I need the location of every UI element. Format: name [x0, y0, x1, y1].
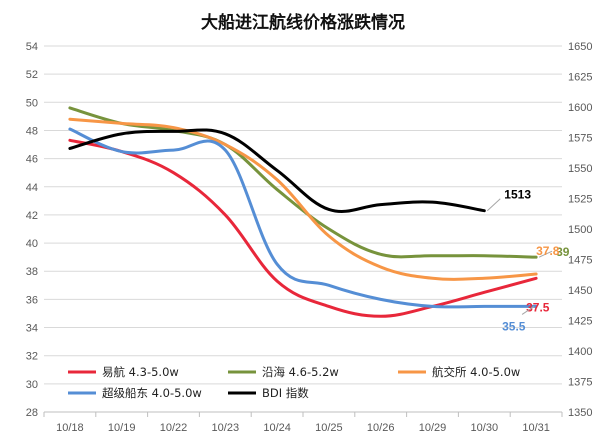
left-axis-tick-label: 48 — [26, 125, 38, 137]
right-axis-tick-label: 1650 — [568, 41, 592, 53]
left-axis-tick-label: 30 — [26, 379, 38, 391]
end-label-leader — [521, 306, 535, 315]
left-axis-tick-label: 44 — [26, 182, 38, 194]
x-axis-tick-label: 10/29 — [419, 422, 447, 434]
right-axis-tick-label: 1500 — [568, 224, 592, 236]
left-axis-tick-label: 54 — [26, 41, 38, 53]
legend-label: 易航 4.3-5.0w — [102, 365, 179, 379]
legend-label: 航交所 4.0-5.0w — [432, 365, 520, 379]
left-axis-tick-label: 28 — [26, 407, 38, 419]
end-label-leader — [538, 250, 553, 258]
series-end-label: 39 — [556, 245, 570, 259]
right-axis-tick-label: 1625 — [568, 72, 592, 84]
series-line — [68, 127, 538, 309]
right-axis-tick-label: 1525 — [568, 194, 592, 206]
left-axis-tick-label: 46 — [26, 154, 38, 166]
right-axis-tick-label: 1575 — [568, 133, 592, 145]
series-end-label: 37.5 — [526, 300, 550, 314]
gridlines — [44, 45, 562, 413]
series-lines — [68, 106, 538, 318]
series-end-label: 1513 — [504, 188, 531, 202]
right-axis-tick-label: 1350 — [568, 407, 592, 419]
left-axis-tick-label: 40 — [26, 238, 38, 250]
right-axis-tick-label: 1450 — [568, 285, 592, 297]
right-axis-tick-label: 1550 — [568, 163, 592, 175]
x-axis-tick-label: 10/25 — [315, 422, 343, 434]
left-axis-tick-label: 32 — [26, 351, 38, 363]
x-axis-tick-label: 10/23 — [212, 422, 240, 434]
legend: 易航 4.3-5.0w 沿海 4.6-5.2w 航交所 4.0-5.0w 超级船东 4… — [68, 365, 520, 400]
right-axis-tick-label: 1475 — [568, 255, 592, 267]
series-line — [68, 117, 538, 281]
legend-label: 沿海 4.6-5.2w — [262, 365, 339, 379]
end-label-leader — [486, 198, 501, 212]
axes: 28 30 32 34 36 38 40 42 44 46 48 50 52 54 1350 1375 1400… — [26, 41, 593, 434]
right-axis-tick-label: 1400 — [568, 346, 592, 358]
x-axis-tick-label: 10/26 — [367, 422, 395, 434]
x-axis-tick-label: 10/22 — [160, 422, 188, 434]
series-end-label: 37.8 — [536, 244, 560, 258]
left-axis-tick-label: 52 — [26, 69, 38, 81]
x-axis-tick-label: 10/19 — [108, 422, 136, 434]
right-axis-tick-label: 1425 — [568, 316, 592, 328]
series-line — [68, 138, 538, 318]
left-axis-tick-label: 38 — [26, 266, 38, 278]
x-axis-tick-label: 10/18 — [56, 422, 84, 434]
legend-label: 超级船东 4.0-5.0w — [102, 386, 202, 400]
x-axis-tick-label: 10/31 — [522, 422, 550, 434]
chart-title: 大船进江航线价格涨跌情况 — [201, 12, 405, 33]
right-axis-tick-label: 1375 — [568, 377, 592, 389]
legend-label: BDI 指数 — [262, 386, 309, 400]
left-axis-tick-label: 42 — [26, 210, 38, 222]
left-axis-tick-label: 50 — [26, 97, 38, 109]
series-end-label: 35.5 — [502, 319, 526, 333]
x-axis-tick-label: 10/24 — [263, 422, 291, 434]
x-axis-tick-label: 10/30 — [471, 422, 499, 434]
series-line — [68, 128, 486, 213]
left-axis-tick-label: 34 — [26, 323, 38, 335]
left-axis-tick-label: 36 — [26, 294, 38, 306]
right-axis-tick-label: 1600 — [568, 102, 592, 114]
series-line — [68, 106, 538, 259]
